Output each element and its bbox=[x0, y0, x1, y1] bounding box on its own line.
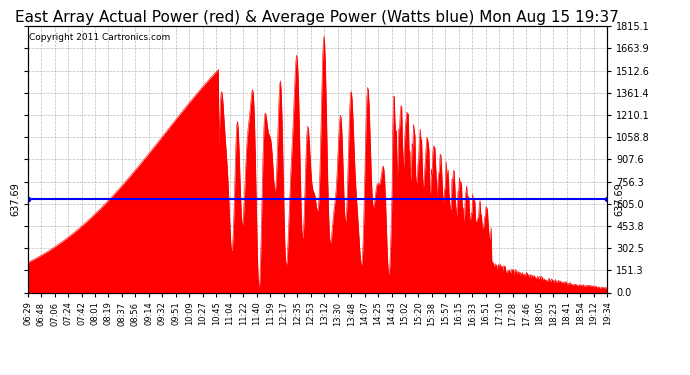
Text: 637.69: 637.69 bbox=[10, 182, 21, 216]
Title: East Array Actual Power (red) & Average Power (Watts blue) Mon Aug 15 19:37: East Array Actual Power (red) & Average … bbox=[15, 10, 620, 25]
Text: Copyright 2011 Cartronics.com: Copyright 2011 Cartronics.com bbox=[29, 33, 170, 42]
Text: 637.69: 637.69 bbox=[614, 182, 624, 216]
